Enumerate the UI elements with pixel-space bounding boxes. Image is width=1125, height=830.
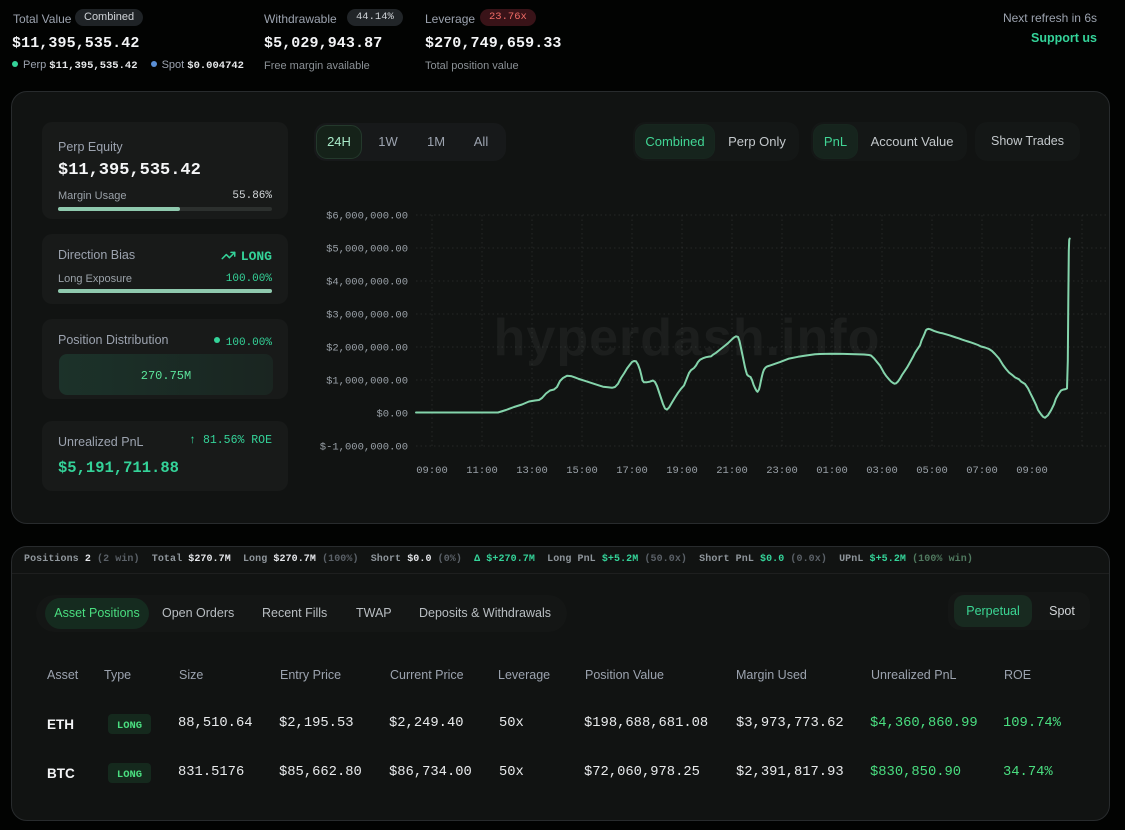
svg-text:$5,000,000.00: $5,000,000.00	[326, 244, 408, 256]
svg-text:$-1,000,000.00: $-1,000,000.00	[320, 442, 408, 454]
svg-text:19:00: 19:00	[666, 465, 698, 477]
svg-text:$1,000,000.00: $1,000,000.00	[326, 376, 408, 388]
svg-text:05:00: 05:00	[916, 465, 948, 477]
svg-text:21:00: 21:00	[716, 465, 748, 477]
svg-text:03:00: 03:00	[866, 465, 898, 477]
svg-text:07:00: 07:00	[966, 465, 998, 477]
svg-text:11:00: 11:00	[466, 465, 498, 477]
svg-text:$6,000,000.00: $6,000,000.00	[326, 211, 408, 223]
svg-text:$3,000,000.00: $3,000,000.00	[326, 310, 408, 322]
svg-text:$2,000,000.00: $2,000,000.00	[326, 343, 408, 355]
svg-text:15:00: 15:00	[566, 465, 598, 477]
svg-text:01:00: 01:00	[816, 465, 848, 477]
svg-text:23:00: 23:00	[766, 465, 798, 477]
svg-text:09:00: 09:00	[1016, 465, 1048, 477]
svg-text:13:00: 13:00	[516, 465, 548, 477]
svg-text:09:00: 09:00	[416, 465, 448, 477]
svg-text:$0.00: $0.00	[376, 409, 408, 421]
svg-text:$4,000,000.00: $4,000,000.00	[326, 277, 408, 289]
svg-text:17:00: 17:00	[616, 465, 648, 477]
